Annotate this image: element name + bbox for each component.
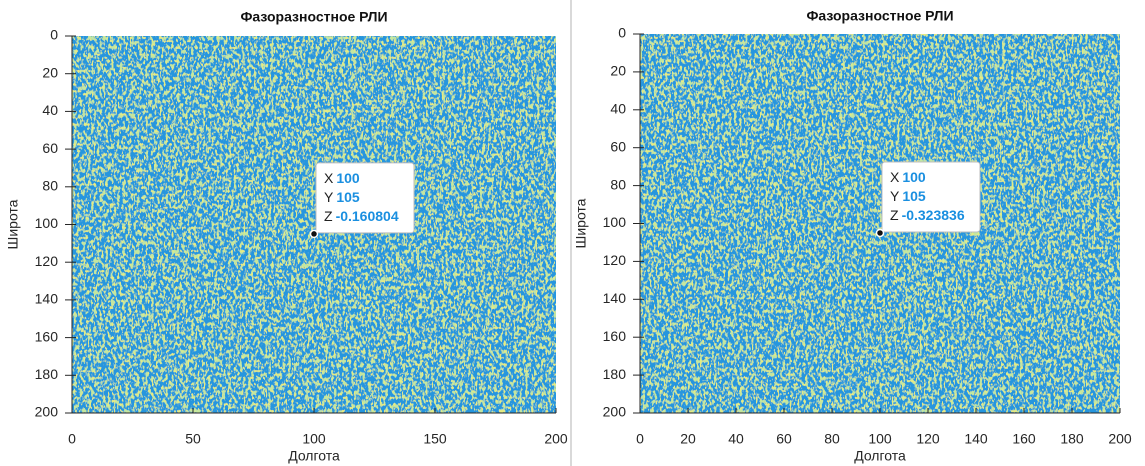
datatip-row: X 100 [324,170,360,186]
y-tick-label: 200 [35,404,59,420]
y-tick-label: 140 [603,290,627,306]
y-tick-label: 40 [42,102,58,118]
datatip-value: 105 [336,189,360,205]
x-tick-label: 100 [302,431,326,447]
datatip-value: 105 [902,188,926,204]
datatip-marker [875,228,885,238]
datatip-label: Y [890,188,900,204]
chart-title: Фазоразностное РЛИ [240,9,387,25]
x-axis-label: Долгота [288,448,340,464]
x-tick-label: 120 [916,431,940,447]
y-tick-label: 60 [610,138,626,154]
datatip-box [881,161,981,233]
y-tick-label: 100 [603,214,627,230]
y-tick-label: 20 [42,64,58,80]
y-tick-label: 180 [35,366,59,382]
image-field [640,34,1120,413]
x-axis-label: Долгота [854,448,906,464]
datatip-marker [309,229,319,239]
datatip-row: Y 105 [890,188,926,204]
chart-title: Фазоразностное РЛИ [806,8,953,24]
datatip-row: X 100 [890,169,926,185]
x-tick-label: 0 [68,431,76,447]
x-tick-label: 40 [728,431,744,447]
image-field [72,36,556,413]
y-tick-label: 0 [618,25,626,41]
x-tick-label: 80 [824,431,840,447]
datatip-value: 100 [336,170,360,186]
y-axis-label: Широта [573,198,589,248]
y-tick-label: 120 [35,253,59,269]
x-tick-label: 0 [636,431,644,447]
datatip-label: X [890,169,900,185]
datatip-label: X [324,170,334,186]
datatip-value: 100 [902,169,926,185]
y-tick-label: 20 [610,63,626,79]
y-tick-label: 60 [42,140,58,156]
x-tick-label: 180 [1060,431,1084,447]
x-tick-label: 200 [544,431,568,447]
x-tick-label: 50 [185,431,201,447]
x-tick-label: 200 [1108,431,1132,447]
x-tick-label: 20 [680,431,696,447]
y-axis-label: Широта [5,199,21,249]
y-tick-label: 80 [42,178,58,194]
datatip-row: Z -0.323836 [890,207,965,223]
datatip-label: Z [890,207,899,223]
datatip-row: Y 105 [324,189,360,205]
datatip-value: -0.160804 [336,208,399,224]
y-tick-label: 0 [50,27,58,43]
datatip-box [315,162,415,234]
y-tick-label: 80 [610,176,626,192]
y-tick-label: 100 [35,215,59,231]
y-tick-label: 160 [603,328,627,344]
y-tick-label: 40 [610,101,626,117]
y-tick-label: 160 [35,328,59,344]
y-tick-label: 200 [603,404,627,420]
datatip-label: Z [324,208,333,224]
datatip-row: Z -0.160804 [324,208,399,224]
x-tick-label: 150 [423,431,447,447]
y-tick-label: 140 [35,291,59,307]
x-tick-label: 60 [776,431,792,447]
y-tick-label: 180 [603,366,627,382]
datatip-value: -0.323836 [902,207,965,223]
datatip-label: Y [324,189,334,205]
y-tick-label: 120 [603,252,627,268]
x-tick-label: 100 [868,431,892,447]
x-tick-label: 140 [964,431,988,447]
x-tick-label: 160 [1012,431,1036,447]
